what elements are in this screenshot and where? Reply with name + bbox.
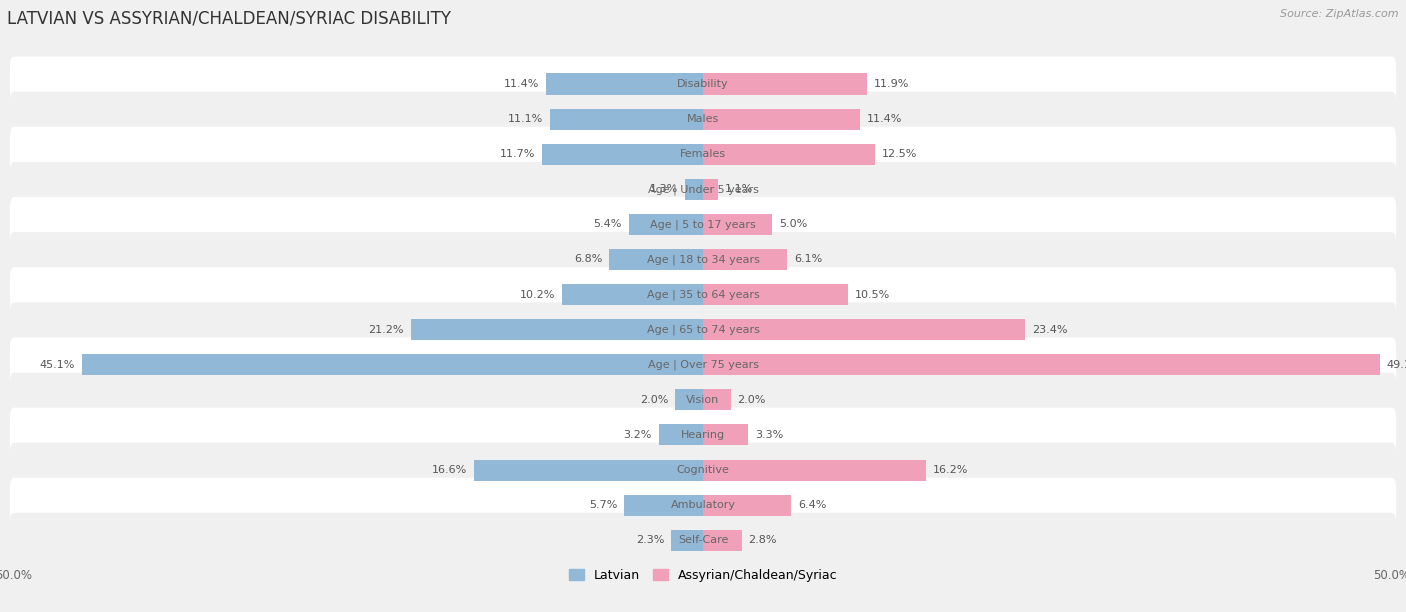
Text: 2.0%: 2.0% [640, 395, 669, 405]
Bar [685, 179, 703, 200]
Text: Age | Under 5 years: Age | Under 5 years [648, 184, 758, 195]
Bar [703, 284, 848, 305]
Text: Age | 5 to 17 years: Age | 5 to 17 years [650, 219, 756, 230]
Bar [562, 284, 703, 305]
FancyBboxPatch shape [10, 162, 1396, 217]
Bar [703, 108, 860, 130]
Bar [703, 460, 927, 480]
FancyBboxPatch shape [10, 57, 1396, 111]
Bar [546, 73, 703, 94]
Text: 11.4%: 11.4% [868, 114, 903, 124]
Bar [703, 389, 731, 411]
Text: 6.8%: 6.8% [574, 255, 602, 264]
Text: Hearing: Hearing [681, 430, 725, 440]
FancyBboxPatch shape [10, 478, 1396, 532]
Text: 21.2%: 21.2% [368, 325, 404, 335]
Bar [703, 354, 1379, 375]
Text: 49.1%: 49.1% [1386, 360, 1406, 370]
FancyBboxPatch shape [10, 408, 1396, 462]
Text: Age | 35 to 64 years: Age | 35 to 64 years [647, 289, 759, 300]
Text: Females: Females [681, 149, 725, 159]
Bar [671, 530, 703, 551]
Text: Males: Males [688, 114, 718, 124]
FancyBboxPatch shape [10, 92, 1396, 146]
Legend: Latvian, Assyrian/Chaldean/Syriac: Latvian, Assyrian/Chaldean/Syriac [564, 564, 842, 587]
Text: Disability: Disability [678, 79, 728, 89]
Text: 16.2%: 16.2% [934, 465, 969, 475]
Text: Source: ZipAtlas.com: Source: ZipAtlas.com [1281, 9, 1399, 19]
Text: 5.4%: 5.4% [593, 219, 621, 230]
Text: 2.0%: 2.0% [738, 395, 766, 405]
FancyBboxPatch shape [10, 513, 1396, 567]
Bar [703, 179, 718, 200]
Bar [550, 108, 703, 130]
Text: Ambulatory: Ambulatory [671, 500, 735, 510]
Text: 2.8%: 2.8% [748, 536, 778, 545]
Text: 1.3%: 1.3% [650, 184, 678, 194]
FancyBboxPatch shape [10, 232, 1396, 287]
Bar [703, 530, 741, 551]
Text: 45.1%: 45.1% [39, 360, 75, 370]
Text: 16.6%: 16.6% [432, 465, 467, 475]
FancyBboxPatch shape [10, 337, 1396, 392]
FancyBboxPatch shape [10, 442, 1396, 498]
Bar [474, 460, 703, 480]
FancyBboxPatch shape [10, 373, 1396, 427]
Text: 10.5%: 10.5% [855, 289, 890, 299]
Bar [624, 494, 703, 516]
Bar [703, 249, 787, 270]
Text: 5.7%: 5.7% [589, 500, 617, 510]
Text: 11.1%: 11.1% [508, 114, 543, 124]
Bar [541, 144, 703, 165]
Text: Self-Care: Self-Care [678, 536, 728, 545]
FancyBboxPatch shape [10, 197, 1396, 252]
Text: Age | 18 to 34 years: Age | 18 to 34 years [647, 254, 759, 265]
FancyBboxPatch shape [10, 302, 1396, 357]
Text: Age | 65 to 74 years: Age | 65 to 74 years [647, 324, 759, 335]
Text: 6.4%: 6.4% [799, 500, 827, 510]
Bar [703, 73, 868, 94]
Text: 3.3%: 3.3% [755, 430, 783, 440]
Text: 6.1%: 6.1% [794, 255, 823, 264]
Bar [659, 424, 703, 446]
Bar [82, 354, 703, 375]
Bar [703, 144, 875, 165]
Text: Age | Over 75 years: Age | Over 75 years [648, 359, 758, 370]
Text: 23.4%: 23.4% [1032, 325, 1067, 335]
Text: Vision: Vision [686, 395, 720, 405]
Bar [703, 319, 1025, 340]
Bar [628, 214, 703, 235]
Bar [703, 424, 748, 446]
Bar [411, 319, 703, 340]
Bar [675, 389, 703, 411]
Text: Cognitive: Cognitive [676, 465, 730, 475]
FancyBboxPatch shape [10, 127, 1396, 182]
Text: LATVIAN VS ASSYRIAN/CHALDEAN/SYRIAC DISABILITY: LATVIAN VS ASSYRIAN/CHALDEAN/SYRIAC DISA… [7, 9, 451, 27]
Bar [609, 249, 703, 270]
Text: 5.0%: 5.0% [779, 219, 807, 230]
Text: 11.9%: 11.9% [875, 79, 910, 89]
FancyBboxPatch shape [10, 267, 1396, 322]
Text: 11.7%: 11.7% [499, 149, 534, 159]
Text: 3.2%: 3.2% [624, 430, 652, 440]
Text: 10.2%: 10.2% [520, 289, 555, 299]
Text: 11.4%: 11.4% [503, 79, 538, 89]
Bar [703, 214, 772, 235]
Bar [703, 494, 792, 516]
Text: 2.3%: 2.3% [636, 536, 665, 545]
Text: 1.1%: 1.1% [725, 184, 754, 194]
Text: 12.5%: 12.5% [882, 149, 918, 159]
